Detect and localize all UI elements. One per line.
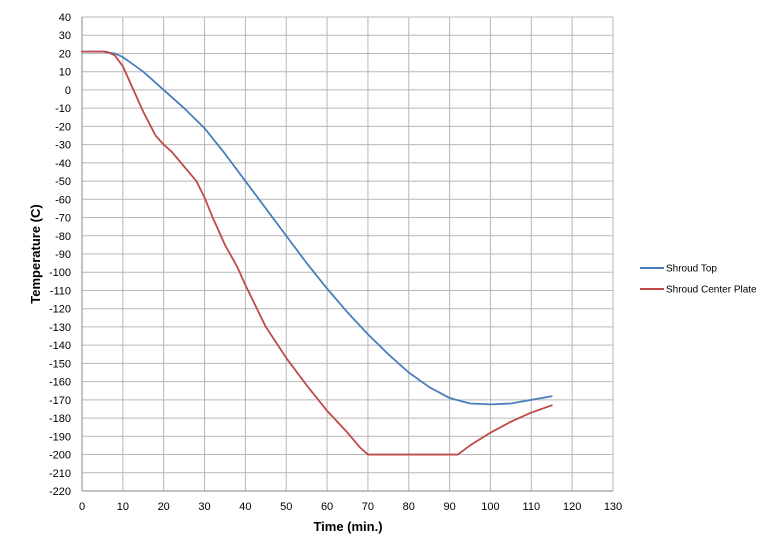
y-tick-label: 20	[59, 48, 71, 60]
x-tick-label: 10	[117, 501, 129, 513]
y-tick-label: -210	[49, 468, 71, 480]
y-tick-label: -20	[55, 121, 71, 133]
x-tick-label: 80	[403, 501, 415, 513]
y-tick-label: -130	[49, 322, 71, 334]
y-tick-label: -220	[49, 486, 71, 498]
x-tick-label: 100	[481, 501, 499, 513]
axes	[81, 17, 613, 492]
x-tick-label: 20	[158, 501, 170, 513]
y-tick-label: 10	[59, 67, 71, 79]
y-tick-label: -150	[49, 358, 71, 370]
y-tick-label: -110	[50, 285, 71, 297]
x-tick-label: 60	[321, 501, 333, 513]
y-tick-label: -30	[55, 140, 71, 152]
y-tick-label: -40	[55, 158, 71, 170]
series-line-2	[81, 50, 553, 456]
y-axis-title: Temperature (C)	[28, 204, 43, 303]
x-tick-label: 70	[362, 501, 374, 513]
y-tick-label: -70	[55, 213, 71, 225]
y-tick-label: -100	[49, 267, 71, 279]
tick-labels: 0 10 20 30 40 50 60 70 80 90 100 110 120 130403020100…	[49, 12, 622, 513]
y-tick-label: -190	[49, 431, 71, 443]
y-tick-label: -140	[49, 340, 71, 352]
y-tick-label: -200	[49, 450, 71, 462]
x-tick-label: 40	[239, 501, 251, 513]
x-tick-label: 120	[563, 501, 581, 513]
x-tick-label: 0	[79, 501, 85, 513]
y-tick-label: -50	[55, 176, 71, 188]
series-line-1	[81, 50, 553, 406]
y-tick-label: -160	[49, 377, 71, 389]
legend: Shroud Top Shroud Center Plate	[640, 264, 757, 296]
y-tick-label: -180	[49, 413, 71, 425]
y-tick-label: 0	[65, 85, 71, 97]
x-tick-label: 50	[280, 501, 292, 513]
series	[81, 50, 553, 456]
legend-label: Shroud Top	[666, 264, 717, 275]
y-tick-label: 30	[59, 30, 71, 42]
y-tick-label: -90	[55, 249, 71, 261]
y-tick-label: -120	[49, 304, 71, 316]
x-axis-title: Time (min.)	[313, 519, 382, 534]
x-tick-label: 130	[604, 501, 622, 513]
y-tick-label: 40	[59, 12, 71, 24]
y-tick-label: -170	[49, 395, 71, 407]
y-tick-label: -80	[55, 231, 71, 243]
y-tick-label: -10	[55, 103, 71, 115]
x-tick-label: 90	[443, 501, 455, 513]
y-tick-label: -60	[55, 194, 71, 206]
x-tick-label: 110	[523, 501, 541, 513]
x-tick-label: 30	[198, 501, 210, 513]
legend-label: Shroud Center Plate	[666, 285, 757, 296]
